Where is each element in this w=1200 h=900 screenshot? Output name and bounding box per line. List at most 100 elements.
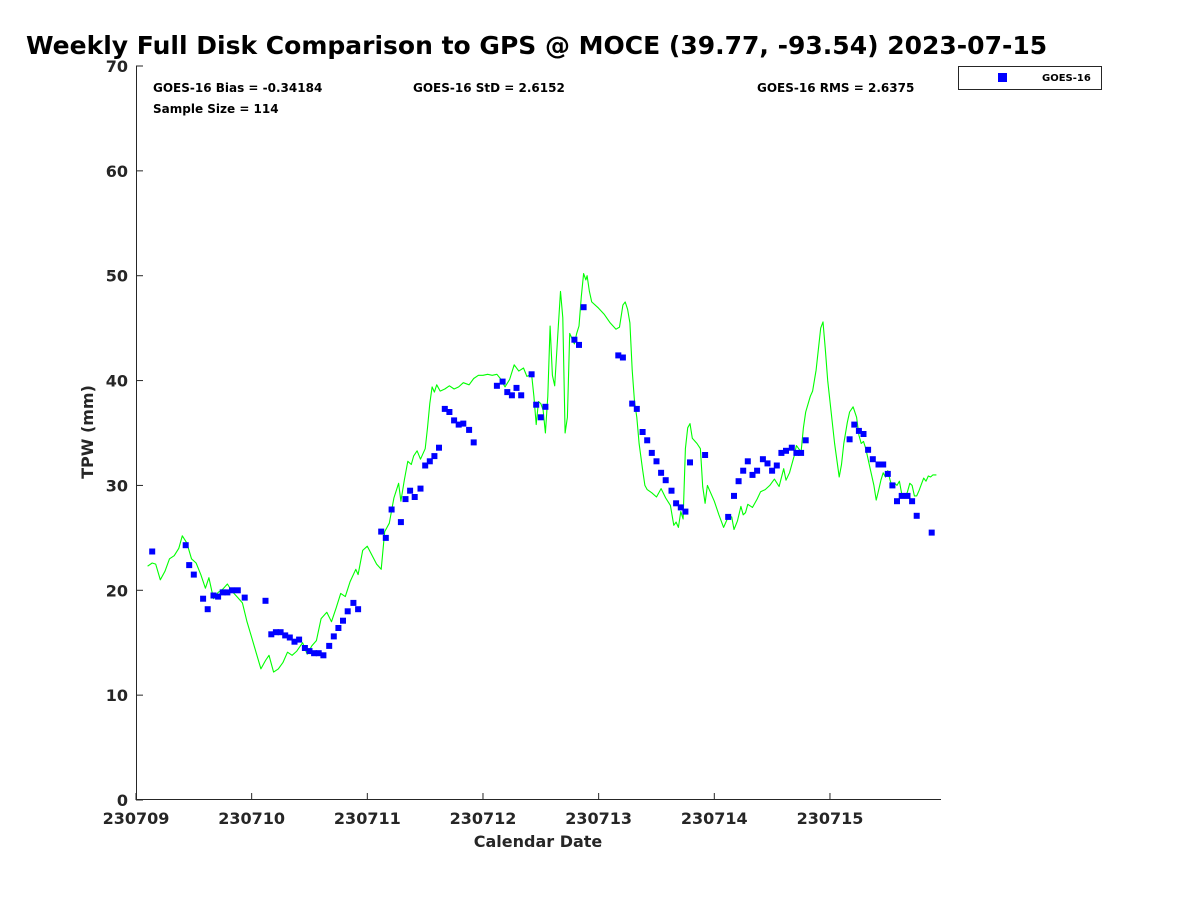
goes-point <box>846 436 853 443</box>
goes-point <box>241 594 248 601</box>
goes-point <box>639 429 646 435</box>
x-tick-label: 230714 <box>681 809 748 828</box>
goes-point <box>455 421 462 428</box>
goes-series <box>149 304 935 659</box>
goes-point <box>397 519 404 526</box>
goes-point <box>407 487 414 494</box>
goes-point <box>749 471 756 478</box>
goes-point <box>326 642 333 649</box>
y-tick-label: 10 <box>106 686 128 705</box>
goes-point <box>149 548 156 555</box>
goes-point <box>315 650 322 657</box>
legend-box <box>958 66 1102 90</box>
x-tick-label: 230713 <box>565 809 632 828</box>
goes-point <box>673 500 680 507</box>
goes-point <box>658 469 665 476</box>
goes-point <box>668 487 675 494</box>
goes-point <box>268 631 275 638</box>
goes-point <box>528 371 535 378</box>
goes-point <box>229 587 235 594</box>
goes-point <box>783 447 789 454</box>
stat-std: GOES-16 StD = 2.6152 <box>413 81 565 95</box>
goes-point <box>311 650 318 657</box>
goes-point <box>759 456 766 463</box>
goes-point <box>504 389 511 396</box>
goes-point <box>740 467 747 474</box>
goes-point <box>301 645 308 651</box>
goes-point <box>884 470 891 477</box>
goes-point <box>296 636 303 643</box>
goes-point <box>576 341 582 348</box>
goes-point <box>411 494 418 500</box>
goes-point <box>869 456 876 463</box>
x-tick-label: 230709 <box>103 809 170 828</box>
goes-point <box>619 354 626 361</box>
goes-point <box>653 458 660 465</box>
goes-point <box>571 336 578 343</box>
goes-point <box>798 449 805 456</box>
goes-point <box>644 437 651 444</box>
goes-point <box>744 458 751 465</box>
goes-point <box>355 606 362 613</box>
goes-point <box>648 449 655 456</box>
goes-point <box>499 378 506 385</box>
x-tick-label: 230712 <box>450 809 517 828</box>
legend-marker-goes <box>998 73 1007 82</box>
goes-point <box>291 638 298 645</box>
x-tick-label: 230710 <box>218 809 285 828</box>
goes-point <box>662 477 669 484</box>
y-tick-label: 0 <box>117 791 128 810</box>
goes-point <box>200 595 207 602</box>
y-tick-label: 50 <box>106 267 128 286</box>
goes-point <box>378 528 385 535</box>
goes-point <box>913 512 920 519</box>
goes-point <box>431 453 438 460</box>
goes-point <box>518 392 525 399</box>
x-axis-ticks: 230709 230710 230711 230712 230713 230714 2307… <box>103 793 864 828</box>
goes-point <box>580 304 587 311</box>
goes-point <box>441 405 448 412</box>
goes-point <box>533 401 540 408</box>
goes-point <box>388 506 395 513</box>
goes-point <box>272 629 279 636</box>
goes-point <box>422 462 429 469</box>
goes-point <box>633 405 640 412</box>
goes-point <box>417 485 424 492</box>
goes-point <box>350 599 357 606</box>
goes-point <box>851 421 858 428</box>
goes-point <box>219 589 226 596</box>
goes-point <box>788 444 795 451</box>
goes-point <box>629 400 636 407</box>
goes-point <box>860 431 867 437</box>
goes-point <box>190 571 197 578</box>
goes-point <box>764 460 771 467</box>
goes-point <box>493 382 500 389</box>
goes-point <box>889 482 896 489</box>
y-tick-label: 30 <box>106 476 128 495</box>
goes-point <box>677 504 684 511</box>
goes-point <box>446 409 453 415</box>
goes-point <box>880 461 887 468</box>
goes-point <box>855 427 862 434</box>
goes-point <box>451 417 458 424</box>
goes-point <box>320 652 327 659</box>
goes-point <box>215 593 222 600</box>
goes-point <box>436 444 442 451</box>
y-axis-label: TPW (mm) <box>78 385 97 479</box>
goes-point <box>460 420 467 427</box>
gps-line <box>147 273 937 673</box>
goes-point <box>382 534 389 541</box>
goes-point <box>335 625 342 631</box>
goes-point <box>508 392 515 399</box>
goes-point <box>470 439 477 446</box>
goes-point <box>466 426 473 433</box>
stat-bias: GOES-16 Bias = -0.34184 <box>153 81 322 95</box>
chart-title: Weekly Full Disk Comparison to GPS @ MOC… <box>26 31 1047 60</box>
goes-point <box>344 608 351 615</box>
stat-sample-size: Sample Size = 114 <box>153 102 279 116</box>
x-tick-label: 230715 <box>797 809 864 828</box>
goes-point <box>224 589 231 596</box>
x-tick-label: 230711 <box>334 809 401 828</box>
goes-point <box>537 414 544 421</box>
